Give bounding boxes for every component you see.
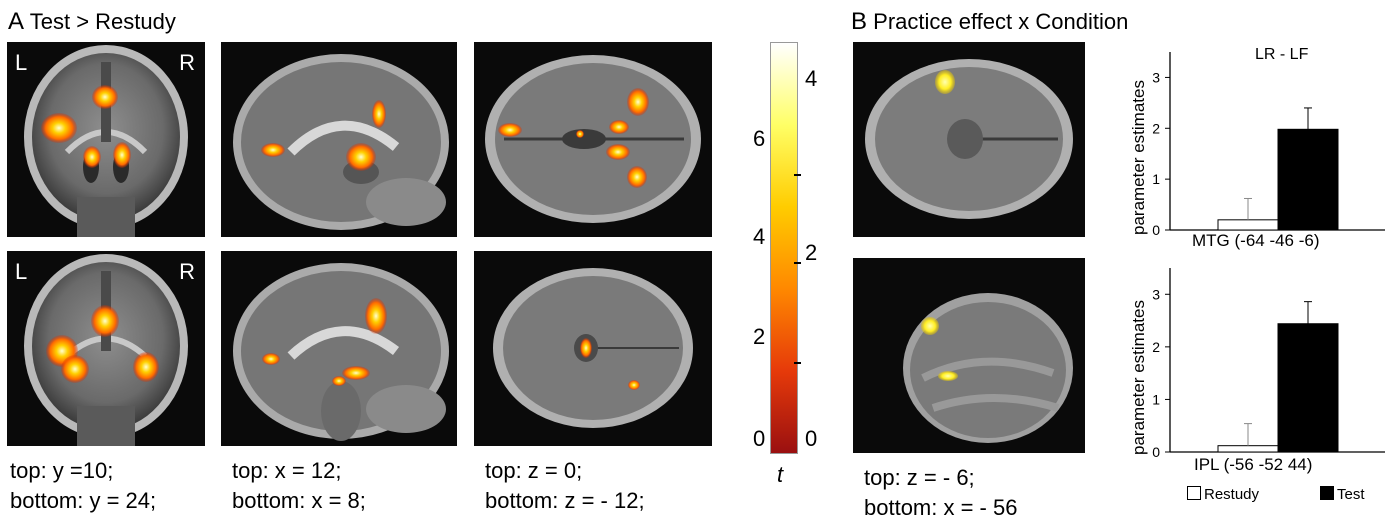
sagittal-scan-top [221,42,457,237]
bar-chart-1-title: LR - LF [1255,46,1309,63]
colorbar-right-tick: 4 [805,66,818,91]
caption-axial-bottom: bottom: z = - 12; [485,488,645,513]
y-tick-label: 1 [1152,391,1160,407]
caption-sagittal-bottom: bottom: x = 8; [232,488,366,513]
axial-scan-bottom [474,251,712,446]
caption-practice: top: z = - 6; bottom: x = - 56 [864,463,1017,523]
bar-chart-1-ylabel: parameter estimates [1129,80,1148,235]
caption-coronal: top: y =10; bottom: y = 24; [10,456,156,516]
y-tick-label: 0 [1152,222,1160,238]
caption-coronal-bottom: bottom: y = 24; [10,488,157,513]
caption-axial-top: top: z = 0; [485,458,583,483]
y-tick-label: 2 [1152,339,1160,355]
caption-practice-top: top: z = - 6; [864,465,975,490]
colorbar-left-tick: 4 [753,224,766,249]
caption-practice-bottom: bottom: x = - 56 [864,495,1018,520]
bar-test [1277,128,1339,231]
y-tick-label: 3 [1152,69,1160,85]
panel-b-letter: B [851,8,868,35]
bar-chart-ipl: 0 1 2 3 [1152,268,1385,460]
colorbar-right-tick: 0 [805,426,818,451]
colorbar-left-tick: 0 [753,426,766,451]
colorbar-tick-mark [794,174,801,176]
coronal-scan-bottom: L R [7,251,205,446]
y-tick-label: 1 [1152,171,1160,187]
right-hemisphere-label: R [179,50,195,75]
panel-a-title-text: Test > Restudy [29,9,176,34]
axial-scan-practice [853,42,1085,237]
colorbar-t-label: t [777,462,784,487]
colorbar-tick-mark [794,262,801,264]
bar-chart-2-xlabel: IPL (-56 -52 44) [1194,455,1313,474]
y-tick-label: 0 [1152,444,1160,460]
left-hemisphere-label-bottom: L [15,259,28,284]
bar-restudy [1217,445,1279,453]
right-hemisphere-label-bottom: R [179,259,195,284]
bar-chart-1-xlabel: MTG (-64 -46 -6) [1192,231,1320,250]
legend-restudy-label: Restudy [1204,486,1260,503]
sagittal-scan-practice [853,258,1085,453]
legend-test: Test [1320,486,1365,503]
bar-chart-2-ylabel: parameter estimates [1129,300,1148,455]
colorbar-left-tick: 6 [753,126,766,151]
bar-chart-mtg: 0 1 2 3 [1152,52,1385,238]
panel-b-title-text: Practice effect x Condition [873,9,1129,34]
panel-b-title: B Practice effect x Condition [851,8,1128,36]
legend-restudy-swatch [1187,486,1201,500]
caption-sagittal-top: top: x = 12; [232,458,342,483]
legend-test-swatch [1320,486,1334,500]
panel-a-letter: A [8,8,25,35]
axial-scan-top [474,42,712,237]
caption-coronal-top: top: y =10; [10,458,114,483]
bar-test [1277,323,1339,453]
coronal-scan-top: L R [7,42,205,237]
caption-sagittal: top: x = 12; bottom: x = 8; [232,456,366,516]
colorbar-right-tick: 2 [805,240,818,265]
legend-test-label: Test [1337,486,1365,503]
panel-a-title: A Test > Restudy [8,8,176,36]
sagittal-scan-bottom [221,251,457,446]
bar-restudy [1217,219,1279,231]
colorbar [770,42,798,454]
colorbar-left-tick: 2 [753,324,766,349]
left-hemisphere-label: L [15,50,28,75]
legend-restudy: Restudy [1187,486,1259,503]
y-tick-label: 2 [1152,120,1160,136]
colorbar-tick-mark [794,362,801,364]
caption-axial: top: z = 0; bottom: z = - 12; [485,456,645,516]
y-tick-label: 3 [1152,286,1160,302]
